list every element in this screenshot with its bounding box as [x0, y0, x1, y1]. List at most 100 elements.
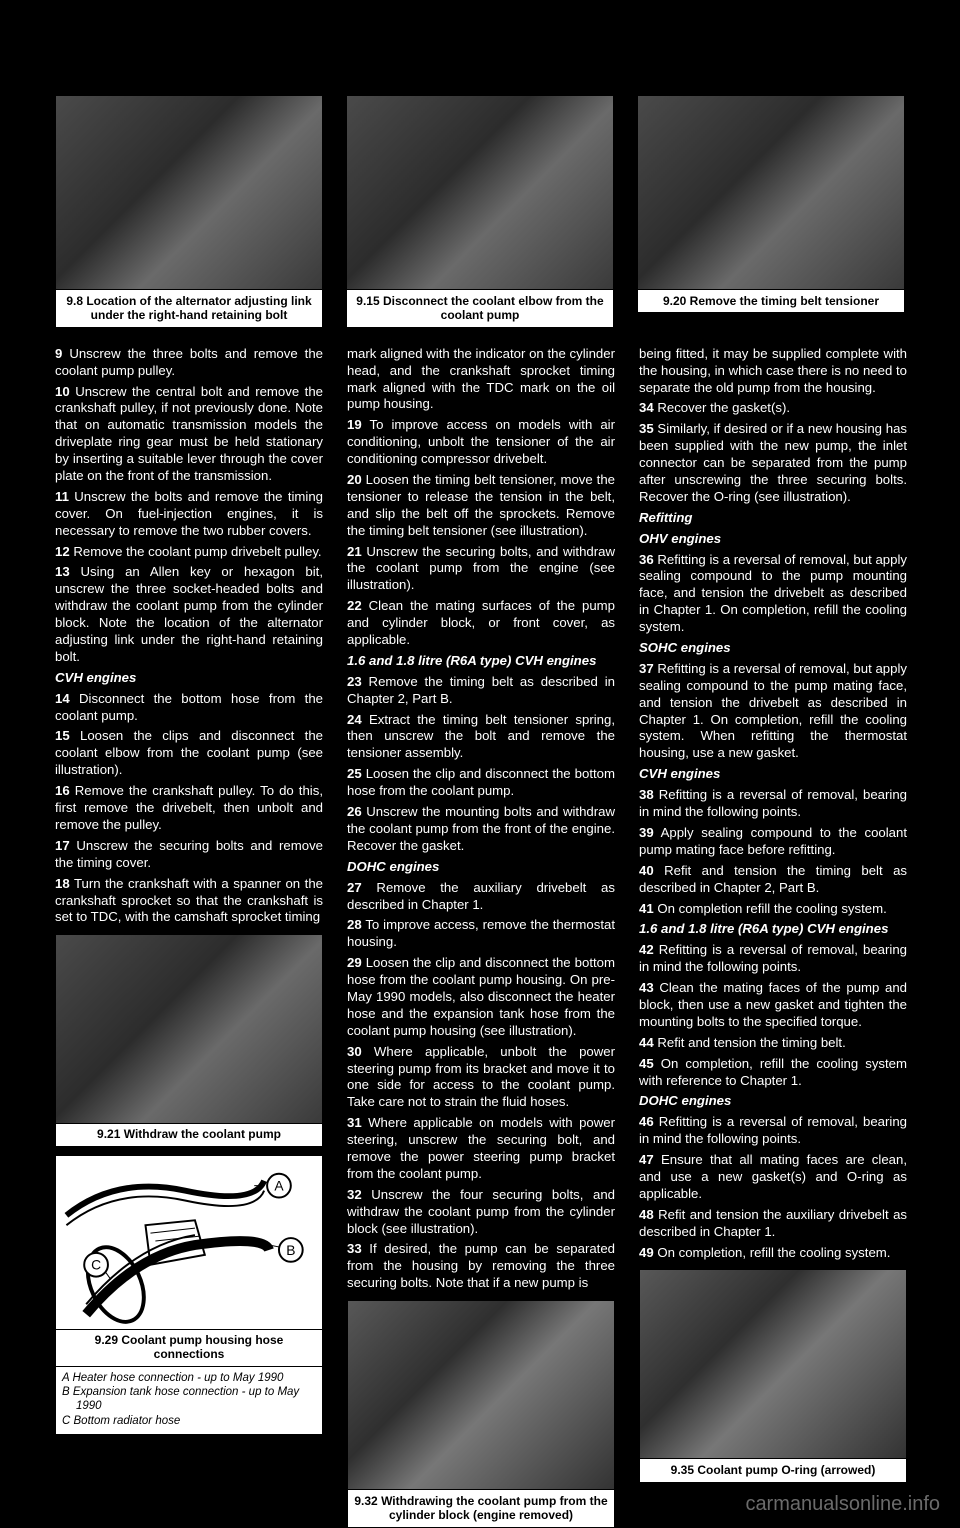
- photo-placeholder: [637, 95, 905, 290]
- para: 40 Refit and tension the timing belt as …: [639, 863, 907, 897]
- watermark: carmanualsonline.info: [745, 1493, 940, 1516]
- para: 34 Recover the gasket(s).: [639, 400, 907, 417]
- page: 9.8 Location of the alternator adjusting…: [0, 0, 960, 1528]
- text: Unscrew the mounting bolts and withdraw …: [347, 804, 615, 853]
- figure-caption: 9.20 Remove the timing belt tensioner: [637, 290, 905, 313]
- subheading: DOHC engines: [639, 1093, 731, 1108]
- para: 25 Loosen the clip and disconnect the bo…: [347, 766, 615, 800]
- svg-text:A: A: [274, 1178, 284, 1194]
- figure-caption: 9.35 Coolant pump O-ring (arrowed): [639, 1459, 907, 1482]
- text: Where applicable, unbolt the power steer…: [347, 1044, 615, 1110]
- figure-9-20: 9.20 Remove the timing belt tensioner: [637, 95, 905, 328]
- subheading: 1.6 and 1.8 litre (R6A type) CVH engines: [347, 653, 596, 668]
- para: 9 Unscrew the three bolts and remove the…: [55, 346, 323, 380]
- subheading: Refitting: [639, 510, 692, 525]
- para: 39 Apply sealing compound to the coolant…: [639, 825, 907, 859]
- para: 11 Unscrew the bolts and remove the timi…: [55, 489, 323, 540]
- figure-caption: 9.15 Disconnect the coolant elbow from t…: [346, 290, 614, 328]
- figure-9-32: 9.32 Withdrawing the coolant pump from t…: [347, 1300, 615, 1528]
- text: If desired, the pump can be separated fr…: [347, 1241, 615, 1290]
- heading: OHV engines: [639, 531, 907, 548]
- heading: CVH engines: [639, 766, 907, 783]
- para: 17 Unscrew the securing bolts and remove…: [55, 838, 323, 872]
- column-2: mark aligned with the indicator on the c…: [347, 346, 615, 1528]
- legend-line: A Heater hose connection - up to May 199…: [62, 1371, 316, 1385]
- text: Loosen the timing belt tensioner, move t…: [347, 472, 615, 538]
- para: 32 Unscrew the four securing bolts, and …: [347, 1187, 615, 1238]
- para: 41 On completion refill the cooling syst…: [639, 901, 907, 918]
- para: 27 Remove the auxiliary drivebelt as des…: [347, 880, 615, 914]
- para: 47 Ensure that all mating faces are clea…: [639, 1152, 907, 1203]
- column-3: being fitted, it may be supplied complet…: [639, 346, 907, 1528]
- photo-placeholder: [346, 95, 614, 290]
- para: 12 Remove the coolant pump drivebelt pul…: [55, 544, 323, 561]
- text-columns: 9 Unscrew the three bolts and remove the…: [0, 328, 960, 1528]
- subheading: DOHC engines: [347, 859, 439, 874]
- text: Unscrew the central bolt and remove the …: [55, 384, 323, 483]
- para: 35 Similarly, if desired or if a new hou…: [639, 421, 907, 505]
- text: Similarly, if desired or if a new housin…: [639, 421, 907, 504]
- text: Unscrew the bolts and remove the timing …: [55, 489, 323, 538]
- text: Loosen the clip and disconnect the botto…: [347, 766, 615, 798]
- para: 21 Unscrew the securing bolts, and withd…: [347, 544, 615, 595]
- heading: 1.6 and 1.8 litre (R6A type) CVH engines: [347, 653, 615, 670]
- text: To improve access, remove the thermostat…: [347, 917, 615, 949]
- text: Loosen the clip and disconnect the botto…: [347, 955, 615, 1038]
- column-1: 9 Unscrew the three bolts and remove the…: [55, 346, 323, 1528]
- para: 19 To improve access on models with air …: [347, 417, 615, 468]
- text: Remove the auxiliary drivebelt as descri…: [347, 880, 615, 912]
- para: 45 On completion, refill the cooling sys…: [639, 1056, 907, 1090]
- text: Refitting is a reversal of removal, bear…: [639, 1114, 907, 1146]
- text: Turn the crankshaft with a spanner on th…: [55, 876, 323, 925]
- figure-legend: A Heater hose connection - up to May 199…: [55, 1367, 323, 1436]
- heading: SOHC engines: [639, 640, 907, 657]
- text: Remove the coolant pump drivebelt pulley…: [73, 544, 321, 559]
- text: Apply sealing compound to the coolant pu…: [639, 825, 907, 857]
- text: On completion, refill the cooling system…: [639, 1056, 907, 1088]
- figure-caption: 9.32 Withdrawing the coolant pump from t…: [347, 1490, 615, 1528]
- para: 16 Remove the crankshaft pulley. To do t…: [55, 783, 323, 834]
- para: 13 Using an Allen key or hexagon bit, un…: [55, 564, 323, 665]
- svg-text:B: B: [286, 1242, 295, 1258]
- para: 36 Refitting is a reversal of removal, b…: [639, 552, 907, 636]
- text: Clean the mating faces of the pump and b…: [639, 980, 907, 1029]
- figure-caption: 9.21 Withdraw the coolant pump: [55, 1124, 323, 1147]
- para: 48 Refit and tension the auxiliary drive…: [639, 1207, 907, 1241]
- text: Refitting is a reversal of removal, bear…: [639, 942, 907, 974]
- para: 49 On completion, refill the cooling sys…: [639, 1245, 907, 1262]
- para: 31 Where applicable on models with power…: [347, 1115, 615, 1183]
- figure-9-35: 9.35 Coolant pump O-ring (arrowed): [639, 1269, 907, 1482]
- subheading: CVH engines: [639, 766, 720, 781]
- figure-9-15: 9.15 Disconnect the coolant elbow from t…: [346, 95, 614, 328]
- para: 15 Loosen the clips and disconnect the c…: [55, 728, 323, 779]
- text: Unscrew the three bolts and remove the c…: [55, 346, 323, 378]
- para: 10 Unscrew the central bolt and remove t…: [55, 384, 323, 485]
- text: Disconnect the bottom hose from the cool…: [55, 691, 323, 723]
- para: 44 Refit and tension the timing belt.: [639, 1035, 907, 1052]
- para: mark aligned with the indicator on the c…: [347, 346, 615, 414]
- para: 23 Remove the timing belt as described i…: [347, 674, 615, 708]
- legend-line: C Bottom radiator hose: [62, 1414, 316, 1428]
- text: Clean the mating surfaces of the pump an…: [347, 598, 615, 647]
- text: Refitting is a reversal of removal, bear…: [639, 787, 907, 819]
- para: 22 Clean the mating surfaces of the pump…: [347, 598, 615, 649]
- para: 46 Refitting is a reversal of removal, b…: [639, 1114, 907, 1148]
- text: Remove the crankshaft pulley. To do this…: [55, 783, 323, 832]
- para: 18 Turn the crankshaft with a spanner on…: [55, 876, 323, 927]
- text: Refitting is a reversal of removal, but …: [639, 661, 907, 760]
- heading: 1.6 and 1.8 litre (R6A type) CVH engines: [639, 921, 907, 938]
- para: 20 Loosen the timing belt tensioner, mov…: [347, 472, 615, 540]
- text: Recover the gasket(s).: [657, 400, 790, 415]
- text: Refit and tension the auxiliary drivebel…: [639, 1207, 907, 1239]
- text: Refitting is a reversal of removal, but …: [639, 552, 907, 635]
- heading: Refitting: [639, 510, 907, 527]
- para: 33 If desired, the pump can be separated…: [347, 1241, 615, 1292]
- para: 29 Loosen the clip and disconnect the bo…: [347, 955, 615, 1039]
- text: Unscrew the securing bolts, and withdraw…: [347, 544, 615, 593]
- subheading: SOHC engines: [639, 640, 731, 655]
- legend-line: B Expansion tank hose connection - up to…: [62, 1385, 316, 1414]
- figure-9-21: 9.21 Withdraw the coolant pump: [55, 934, 323, 1147]
- text: Ensure that all mating faces are clean, …: [639, 1152, 907, 1201]
- diagram-placeholder: A B C: [55, 1155, 323, 1330]
- text: Refit and tension the timing belt.: [657, 1035, 845, 1050]
